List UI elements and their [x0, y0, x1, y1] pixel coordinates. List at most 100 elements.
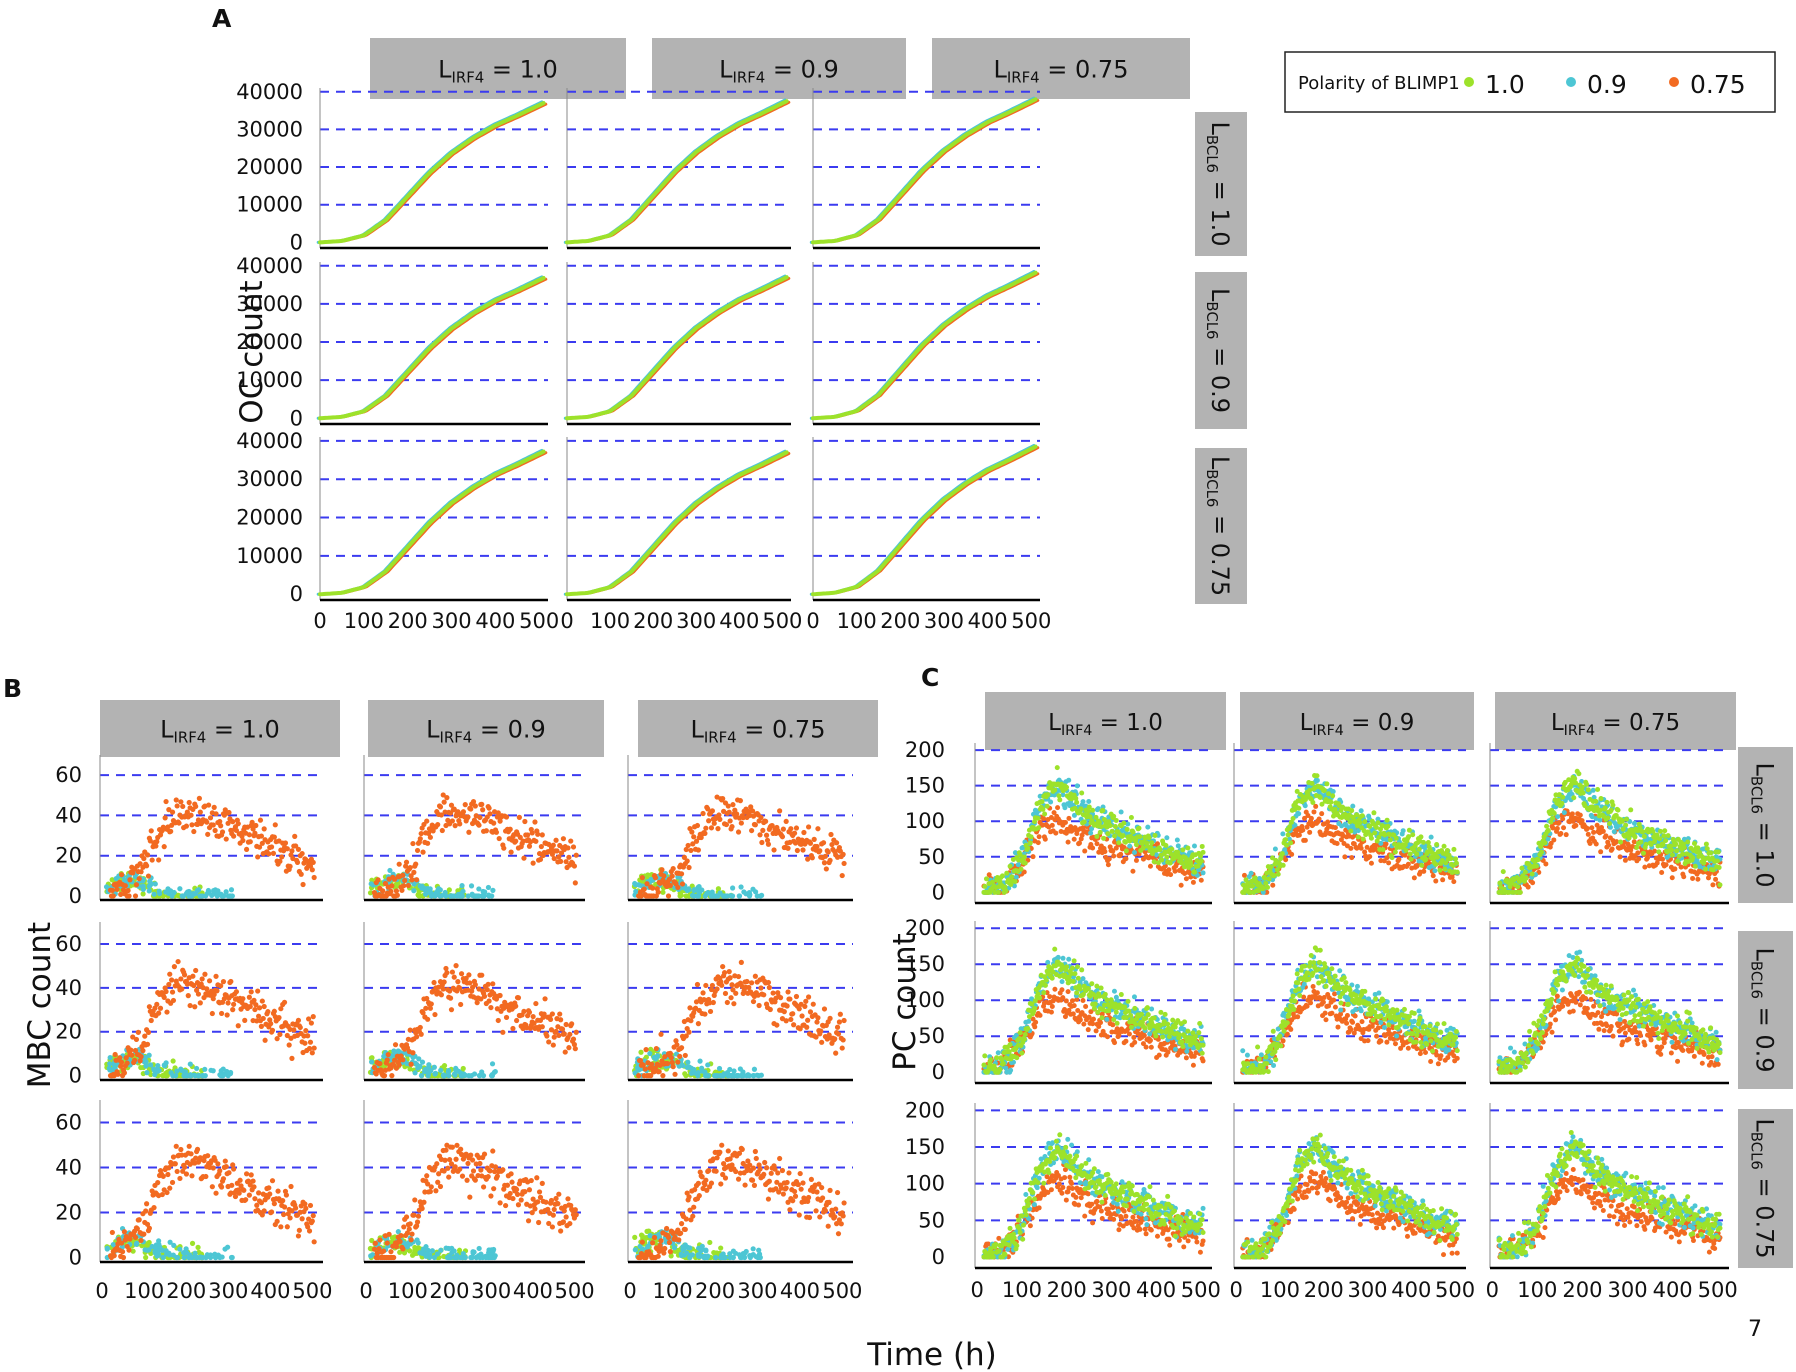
series-line-1.0	[318, 276, 546, 421]
data-point-0.75	[191, 982, 197, 989]
data-point-0.9	[156, 1067, 162, 1074]
data-point-0.75	[411, 869, 417, 875]
data-point-0.75	[674, 1042, 680, 1048]
data-point-0.75	[827, 857, 833, 863]
data-point-0.9	[152, 1072, 158, 1078]
data-point-0.75	[251, 997, 257, 1003]
data-point-0.75	[1319, 811, 1325, 817]
data-point-0.75	[427, 1005, 433, 1011]
data-point-0.75	[375, 877, 381, 883]
data-point-0.9	[488, 1247, 495, 1253]
data-point-0.9	[187, 1061, 193, 1067]
data-point-1.0	[367, 890, 374, 896]
data-point-0.75	[563, 859, 569, 865]
data-point-0.75	[1270, 882, 1276, 888]
data-point-0.75	[281, 999, 288, 1005]
data-point-0.75	[297, 1024, 303, 1031]
xtick-label-B-2-300: 300	[737, 1279, 777, 1303]
data-point-0.75	[1325, 819, 1331, 825]
data-point-0.75	[694, 822, 701, 829]
data-point-1.0	[1164, 854, 1170, 860]
data-point-0.75	[566, 1045, 572, 1051]
data-point-0.75	[717, 816, 723, 822]
data-point-1.0	[1094, 833, 1100, 839]
data-point-0.75	[522, 818, 528, 825]
data-point-0.75	[729, 982, 735, 988]
data-point-0.75	[500, 1167, 506, 1173]
data-point-0.75	[1421, 868, 1427, 874]
series-line-1.0	[318, 101, 546, 245]
data-point-0.75	[302, 1201, 308, 1207]
data-point-0.75	[483, 828, 489, 834]
data-point-0.75	[757, 1166, 763, 1172]
data-point-0.75	[763, 1165, 770, 1171]
data-point-0.9	[1066, 777, 1072, 783]
data-point-0.75	[144, 1201, 150, 1207]
data-point-0.75	[735, 973, 742, 980]
data-point-0.75	[569, 1021, 575, 1027]
data-point-0.9	[479, 893, 485, 899]
data-point-0.9	[436, 886, 442, 892]
data-point-0.75	[465, 814, 471, 820]
data-point-0.75	[165, 1171, 171, 1178]
data-point-0.9	[432, 1071, 438, 1077]
data-point-0.75	[779, 834, 786, 840]
data-point-0.75	[445, 1165, 451, 1171]
data-point-0.75	[144, 863, 150, 869]
data-point-0.75	[427, 1188, 433, 1195]
series-line-1.0	[811, 97, 1038, 245]
data-point-0.75	[1190, 879, 1196, 885]
data-point-1.0	[1028, 834, 1034, 840]
data-point-0.75	[787, 996, 793, 1002]
data-point-0.75	[168, 828, 174, 834]
data-point-0.75	[279, 854, 285, 860]
data-point-0.75	[735, 829, 742, 835]
data-point-1.0	[638, 1049, 644, 1055]
data-point-0.75	[268, 1021, 274, 1027]
data-point-0.75	[494, 1173, 500, 1179]
data-point-0.75	[666, 1239, 673, 1246]
ytick-label-B-1-40: 40	[55, 976, 82, 1000]
data-point-0.75	[793, 825, 800, 831]
data-point-1.0	[995, 889, 1001, 895]
data-point-0.75	[535, 831, 541, 837]
data-point-0.75	[815, 826, 821, 832]
data-point-0.75	[231, 1166, 237, 1172]
data-point-0.9	[1280, 831, 1286, 837]
data-point-0.9	[1314, 777, 1320, 783]
data-point-0.75	[120, 1254, 127, 1261]
data-point-0.75	[147, 838, 153, 844]
facet-A-r1-c2	[809, 262, 1040, 426]
data-point-0.75	[391, 1254, 397, 1261]
data-point-0.75	[251, 1184, 257, 1190]
data-point-0.9	[460, 888, 466, 894]
data-point-0.75	[501, 845, 507, 851]
data-point-0.75	[389, 883, 395, 889]
data-point-0.75	[558, 858, 564, 865]
data-point-0.75	[477, 814, 483, 821]
data-point-0.75	[749, 1177, 756, 1183]
data-point-0.9	[155, 1062, 161, 1069]
xtick-label-C-1-0: 0	[1230, 1278, 1243, 1302]
data-point-0.75	[441, 979, 447, 985]
data-point-0.75	[678, 871, 685, 877]
data-point-0.75	[1358, 845, 1364, 851]
data-point-1.0	[1096, 819, 1102, 825]
data-point-0.75	[677, 1053, 683, 1060]
strip-col-label-A-1: LIRF4 = 0.9	[719, 56, 839, 87]
data-point-0.9	[410, 1054, 416, 1060]
data-point-0.9	[756, 1247, 762, 1253]
data-point-0.75	[295, 1233, 302, 1239]
data-point-0.75	[388, 888, 394, 894]
data-point-0.75	[572, 880, 578, 886]
data-point-1.0	[1054, 765, 1060, 771]
data-point-0.9	[104, 1245, 110, 1251]
data-point-0.75	[1118, 851, 1124, 857]
data-point-0.75	[1368, 860, 1374, 866]
data-point-0.9	[750, 1246, 756, 1252]
data-point-0.75	[478, 1167, 484, 1173]
data-point-0.9	[1296, 811, 1302, 817]
data-point-0.75	[644, 881, 650, 887]
xtick-label-C-2-200: 200	[1562, 1278, 1602, 1302]
data-point-0.75	[513, 1003, 519, 1009]
